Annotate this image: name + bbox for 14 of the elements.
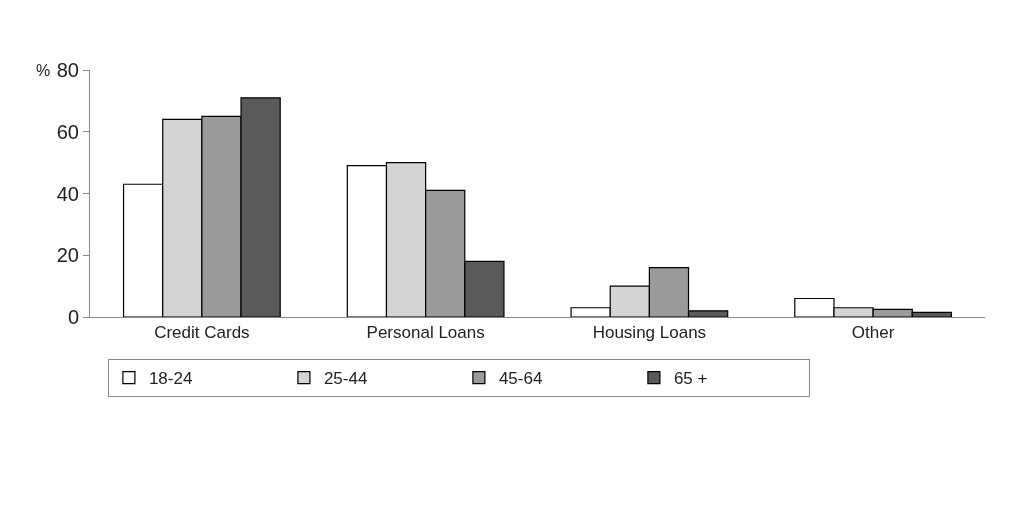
y-axis-title: %	[36, 62, 51, 79]
legend-label: 45-64	[498, 369, 543, 389]
y-tick-label: 80	[56, 59, 79, 81]
legend-label: 18-24	[148, 369, 193, 389]
y-tick-label: 20	[56, 244, 79, 267]
y-tick-label: 60	[56, 120, 79, 143]
x-tick-label: Personal Loans	[366, 323, 485, 343]
y-tick-label: 0	[67, 306, 79, 328]
legend-label: 65 +	[673, 369, 708, 389]
x-tick-label: Credit Cards	[154, 323, 250, 343]
x-tick-label: Housing Loans	[592, 323, 707, 343]
legend-label: 25-44	[323, 369, 368, 389]
x-tick-label: Other	[851, 323, 895, 343]
y-tick-label: 40	[56, 182, 79, 205]
